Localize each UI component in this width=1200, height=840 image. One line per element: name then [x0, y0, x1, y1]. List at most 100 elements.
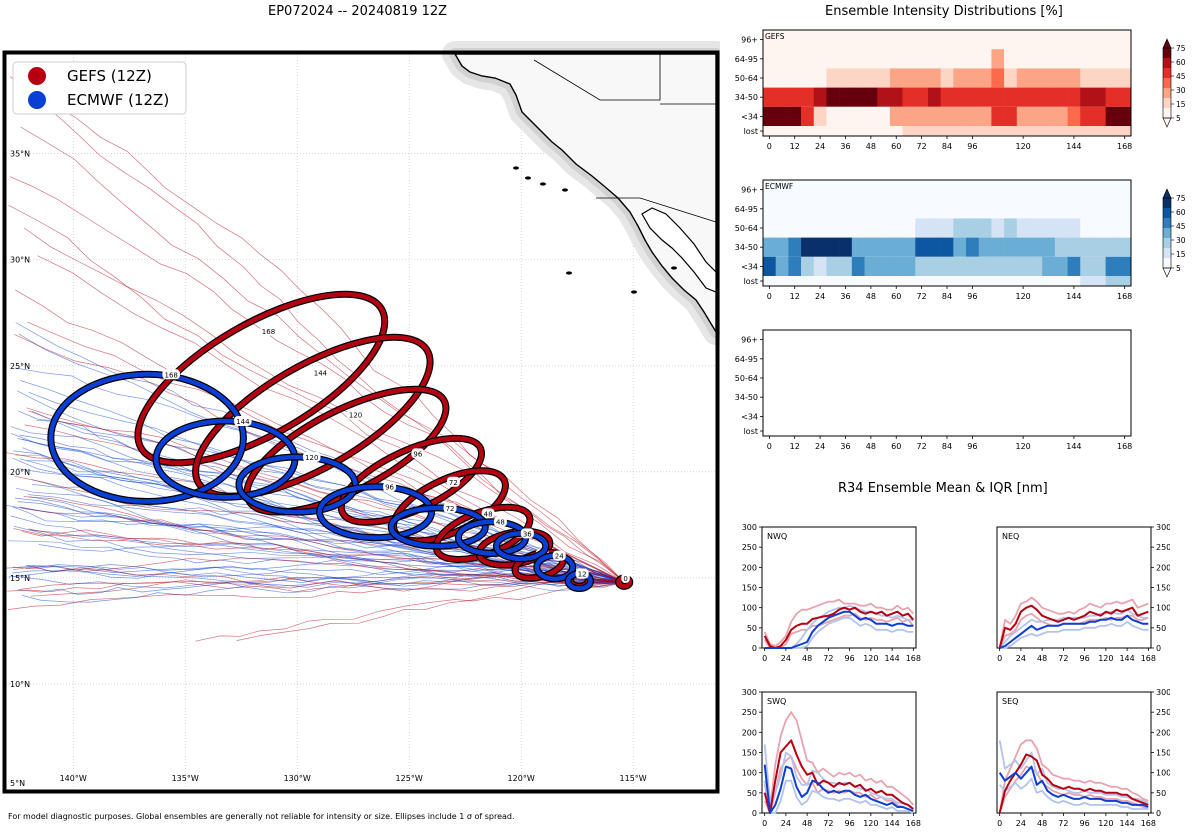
- heatmap-cell: [953, 30, 967, 50]
- colorbar-extend-bottom: [1162, 117, 1172, 128]
- heatmap-cell: [801, 126, 815, 136]
- r34-xtick-label: 144: [1119, 819, 1134, 828]
- ecmwf-mean-line: [763, 764, 914, 814]
- heatmap-cell: [953, 237, 967, 257]
- heatmap-cell: [1067, 199, 1081, 219]
- r34-ytick-label: 100: [1156, 604, 1170, 613]
- heatmap-cell: [1105, 180, 1119, 200]
- heatmap-cell: [826, 199, 840, 219]
- heatmap-cell: [1042, 276, 1056, 286]
- heatmap-cell: [978, 68, 992, 88]
- heatmap-cell: [864, 30, 878, 50]
- gefs-iqr-lower: [998, 765, 1149, 814]
- heatmap-cell: [927, 106, 941, 126]
- heatmap-cell: [788, 106, 802, 126]
- hour-label-box: [552, 550, 566, 561]
- heatmap-cell: [940, 30, 954, 50]
- heatmap-xtick-label: 84: [942, 442, 952, 451]
- heatmap-cell: [801, 180, 815, 200]
- heatmap-ytick-label: <34: [741, 112, 758, 121]
- gefs-member-track: [8, 204, 625, 583]
- heatmap-cell: [940, 126, 954, 136]
- track-map: 1681441209672483624120168144120967248362…: [2, 41, 720, 794]
- heatmap-cell: [788, 256, 802, 276]
- heatmap-cell: [775, 49, 789, 69]
- heatmap-cell: [813, 87, 827, 107]
- r34-ytick-label: 100: [742, 604, 757, 613]
- ecmwf-ellipse: [236, 454, 358, 515]
- r34-ytick-label: 250: [1156, 708, 1170, 717]
- r34-title: R34 Ensemble Mean & IQR [nm]: [838, 481, 1048, 496]
- heatmap-cell: [978, 180, 992, 200]
- heatmap-cell: [1016, 126, 1030, 136]
- heatmap-cell: [826, 30, 840, 50]
- heatmap-cell: [801, 49, 815, 69]
- r34-xtick-label: 0: [997, 819, 1002, 828]
- r34-xtick-label: 72: [1058, 819, 1068, 828]
- heatmap-cell: [877, 87, 891, 107]
- island: [562, 188, 568, 192]
- colorbar-segment: [1163, 258, 1171, 269]
- gefs-member-track: [20, 507, 625, 583]
- gefs-member-track: [12, 566, 625, 592]
- heatmap-xtick-label: 0: [767, 442, 772, 451]
- r34-nwq-plot: NWQ 0 50 100 150 200 250 300 0 24 48 72 96 120 144 168: [742, 523, 921, 663]
- heatmap-cell: [763, 49, 776, 69]
- heatmap-cell: [851, 218, 865, 238]
- lat-tick-label: 20°N: [10, 468, 30, 477]
- colorbar-extend-top: [1162, 38, 1172, 49]
- lon-tick-label: 135°W: [172, 774, 199, 783]
- r34-ytick-label: 300: [742, 523, 757, 532]
- gefs-iqr-upper: [763, 598, 914, 647]
- heatmap-cell: [991, 218, 1005, 238]
- hour-label-box: [162, 369, 180, 380]
- colorbar-segment: [1163, 208, 1171, 219]
- ecmwf-member-track: [8, 564, 625, 583]
- heatmap-cell: [953, 87, 967, 107]
- heatmap-cell: [978, 49, 992, 69]
- heatmap-cell: [902, 30, 916, 50]
- heatmap-cell: [1080, 87, 1094, 107]
- heatmap-panel-label: GEFS: [765, 32, 785, 41]
- heatmap-ytick-label: 50-64: [735, 374, 758, 383]
- colorbar-tick-label: 60: [1176, 58, 1186, 67]
- r34-ytick-label: 250: [742, 543, 757, 552]
- heatmap-cell: [763, 218, 776, 238]
- heatmap-cell: [991, 237, 1005, 257]
- ecmwf-mean-line: [999, 614, 1149, 649]
- heatmap-cell: [940, 237, 954, 257]
- gefs-member-track: [20, 126, 625, 583]
- ellipse-hour-label: 96: [385, 484, 394, 492]
- island: [525, 176, 531, 180]
- heatmap-cell: [940, 199, 954, 219]
- island: [513, 166, 519, 170]
- heatmap-cell: [991, 49, 1005, 69]
- heatmap-ytick-label: 64-95: [735, 205, 758, 214]
- heatmap-cell: [1016, 30, 1030, 50]
- heatmap-cell: [1042, 199, 1056, 219]
- colorbar-tick-label: 75: [1176, 194, 1186, 203]
- heatmap-cell: [1105, 218, 1119, 238]
- heatmap-cell: [902, 276, 916, 286]
- heatmap-cell: [851, 30, 865, 50]
- heatmap-cell: [927, 180, 941, 200]
- r34-ytick-label: 100: [742, 769, 757, 778]
- heatmap-cell: [1029, 68, 1043, 88]
- r34-ytick-label: 150: [1156, 749, 1170, 758]
- heatmap-panel-label: ECMWF: [765, 182, 793, 191]
- legend-label: ECMWF (12Z): [67, 91, 169, 109]
- heatmap-cell: [953, 180, 967, 200]
- hour-label-box: [446, 476, 460, 487]
- lon-tick-label: 115°W: [620, 774, 647, 783]
- heatmap-xtick-label: 72: [917, 292, 927, 301]
- r34-xtick-label: 24: [781, 819, 791, 828]
- heatmap-cell: [1118, 199, 1132, 219]
- heatmap-cell: [889, 87, 903, 107]
- heatmap-cell: [775, 180, 789, 200]
- heatmap-cell: [902, 237, 916, 257]
- gefs-legend-marker: [28, 67, 46, 85]
- r34-xtick-label: 72: [823, 654, 833, 663]
- heatmap-cell: [1080, 256, 1094, 276]
- ecmwf-member-track: [16, 390, 625, 583]
- heatmap-cell: [1092, 276, 1106, 286]
